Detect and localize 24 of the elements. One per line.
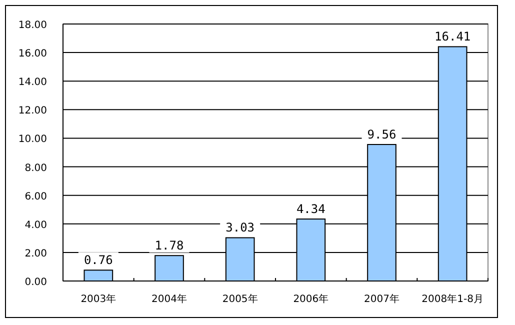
y-tick-label: 4.00: [24, 220, 47, 231]
x-tick-label: 2004年: [152, 293, 187, 305]
data-label: 4.34: [296, 202, 326, 216]
data-label: 3.03: [226, 220, 255, 235]
y-tick-label: 8.00: [24, 162, 47, 174]
data-label: 1.78: [154, 238, 184, 253]
y-tick-label: 2.00: [24, 248, 47, 260]
y-tick-label: 10.00: [18, 134, 47, 146]
data-label: 9.56: [367, 128, 396, 142]
x-tick-label: 2008年1-8月: [422, 293, 484, 305]
x-tick-label: 2003年: [80, 293, 116, 305]
data-label: 16.41: [434, 30, 471, 44]
y-tick-label: 0.00: [24, 277, 47, 288]
y-tick-label: 12.00: [18, 106, 47, 117]
y-tick-label: 14.00: [18, 77, 47, 88]
bar: [154, 255, 184, 282]
y-tick-label: 18.00: [18, 20, 47, 31]
x-tick-label: 2006年: [293, 293, 329, 305]
data-label: 0.76: [84, 253, 113, 268]
x-tick-label: 2005年: [222, 293, 258, 305]
bar: [84, 270, 114, 282]
y-tick-label: 6.00: [24, 191, 47, 202]
y-tick-label: 16.00: [18, 48, 47, 60]
x-tick-label: 2007年: [364, 293, 400, 305]
